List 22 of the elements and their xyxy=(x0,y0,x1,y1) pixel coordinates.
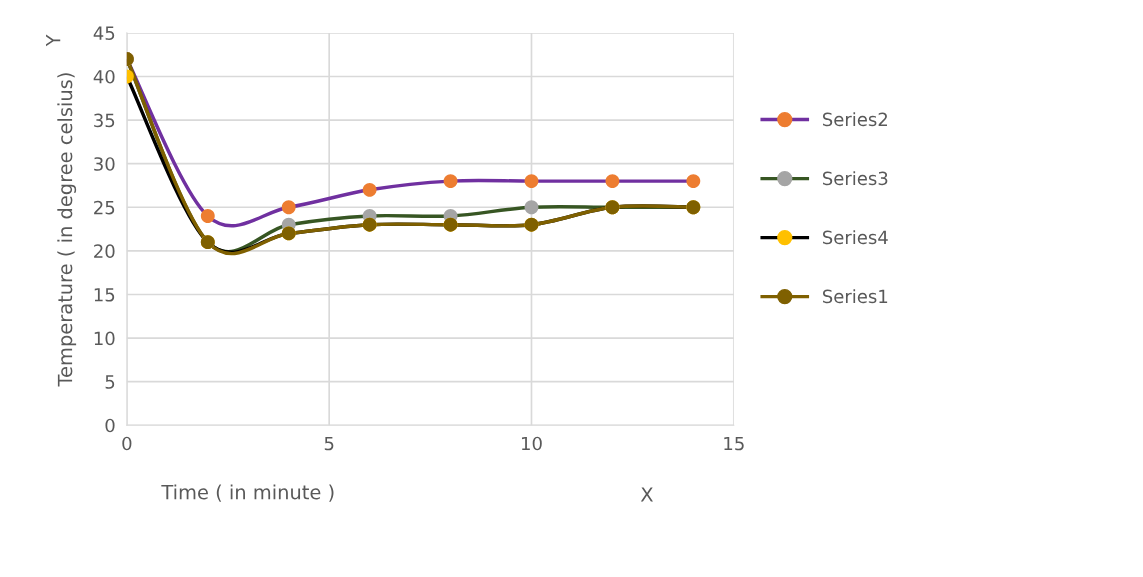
y-tick-label: 0 xyxy=(105,418,115,433)
y-axis-title: Temperature ( in degree celsius) xyxy=(57,73,77,387)
x-tick-label: 10 xyxy=(521,436,542,451)
legend-label: Series1 xyxy=(822,289,888,304)
y-tick-label: 25 xyxy=(94,200,115,215)
y-tick-label: 5 xyxy=(105,375,115,389)
text: Y xyxy=(46,34,61,47)
legend-label: Series4 xyxy=(822,230,888,245)
x-tick-label: 5 xyxy=(324,436,334,451)
y-tick-label: 30 xyxy=(94,157,115,171)
y-tick-label: 20 xyxy=(94,244,115,258)
legend-label: Series3 xyxy=(822,171,888,186)
y-tick-label: 45 xyxy=(93,26,115,41)
x-tick-label: 0 xyxy=(122,436,132,451)
y-tick-label: 15 xyxy=(94,288,115,302)
x-tick-label: 15 xyxy=(724,436,744,451)
legend-label: Series2 xyxy=(822,112,887,127)
text: X xyxy=(640,487,653,502)
y-tick-label: 40 xyxy=(93,69,115,84)
y-tick-label: 10 xyxy=(94,331,115,346)
x-axis-title: Time ( in minute ) xyxy=(161,484,334,502)
y-tick-label: 35 xyxy=(94,113,115,128)
